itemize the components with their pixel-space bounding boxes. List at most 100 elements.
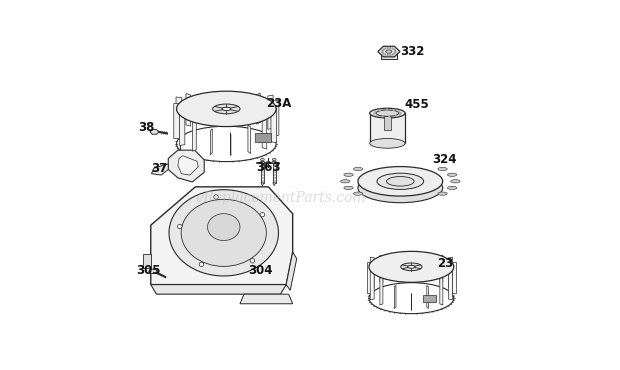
Circle shape <box>386 54 389 56</box>
Circle shape <box>397 110 400 112</box>
Polygon shape <box>449 269 453 300</box>
Polygon shape <box>380 255 383 283</box>
Polygon shape <box>151 187 293 285</box>
Ellipse shape <box>181 199 267 266</box>
Polygon shape <box>268 95 273 129</box>
Polygon shape <box>151 164 168 175</box>
Text: 23A: 23A <box>266 97 291 110</box>
Text: 37: 37 <box>151 162 168 175</box>
Circle shape <box>383 53 384 55</box>
Text: eReplacementParts.com: eReplacementParts.com <box>195 191 366 205</box>
Polygon shape <box>370 269 374 300</box>
Polygon shape <box>449 257 453 288</box>
Polygon shape <box>168 150 204 182</box>
Polygon shape <box>257 93 260 124</box>
Text: 305: 305 <box>136 264 161 277</box>
Polygon shape <box>273 183 276 186</box>
Circle shape <box>393 48 396 51</box>
Ellipse shape <box>401 263 422 271</box>
Ellipse shape <box>353 167 363 171</box>
Ellipse shape <box>376 110 399 116</box>
Ellipse shape <box>272 161 277 164</box>
Polygon shape <box>178 156 198 175</box>
Text: 363: 363 <box>256 161 280 174</box>
Ellipse shape <box>353 192 363 195</box>
Circle shape <box>199 262 203 267</box>
Polygon shape <box>451 262 456 293</box>
Ellipse shape <box>386 176 414 186</box>
Circle shape <box>381 115 383 118</box>
Circle shape <box>395 115 397 117</box>
Text: 304: 304 <box>249 264 273 277</box>
Circle shape <box>388 115 391 118</box>
Circle shape <box>386 47 389 49</box>
Polygon shape <box>180 111 185 145</box>
Circle shape <box>373 112 375 115</box>
Ellipse shape <box>438 192 447 195</box>
Polygon shape <box>427 285 428 309</box>
Ellipse shape <box>369 251 454 282</box>
Ellipse shape <box>213 104 240 114</box>
Polygon shape <box>262 116 267 149</box>
Polygon shape <box>440 277 443 305</box>
Circle shape <box>376 114 378 116</box>
Text: 38: 38 <box>138 121 154 134</box>
Polygon shape <box>202 94 205 122</box>
Polygon shape <box>370 257 374 288</box>
Circle shape <box>250 259 255 263</box>
Ellipse shape <box>267 161 270 164</box>
Polygon shape <box>271 108 277 142</box>
Polygon shape <box>240 294 293 304</box>
Polygon shape <box>394 257 396 280</box>
FancyBboxPatch shape <box>381 54 397 59</box>
Circle shape <box>379 109 381 111</box>
Ellipse shape <box>370 138 405 148</box>
Polygon shape <box>210 129 212 155</box>
Ellipse shape <box>260 161 265 164</box>
Circle shape <box>394 51 397 53</box>
Polygon shape <box>440 255 443 283</box>
Ellipse shape <box>407 265 415 268</box>
Ellipse shape <box>344 173 353 176</box>
Ellipse shape <box>208 214 240 240</box>
Circle shape <box>386 108 388 111</box>
Ellipse shape <box>177 91 276 127</box>
FancyBboxPatch shape <box>255 133 271 142</box>
Polygon shape <box>286 252 297 290</box>
Ellipse shape <box>340 180 350 183</box>
Polygon shape <box>380 277 383 305</box>
Ellipse shape <box>169 190 278 276</box>
FancyBboxPatch shape <box>273 162 276 183</box>
Ellipse shape <box>448 173 457 176</box>
Polygon shape <box>367 262 371 293</box>
Ellipse shape <box>260 158 264 161</box>
Ellipse shape <box>358 166 443 196</box>
Polygon shape <box>192 120 197 151</box>
Circle shape <box>389 47 391 49</box>
Circle shape <box>392 53 394 55</box>
Text: 23: 23 <box>437 257 453 270</box>
Ellipse shape <box>448 186 457 189</box>
Circle shape <box>394 50 397 52</box>
Circle shape <box>381 51 384 53</box>
Circle shape <box>399 112 402 114</box>
Circle shape <box>260 212 265 217</box>
Polygon shape <box>186 94 190 126</box>
Text: 455: 455 <box>404 98 429 111</box>
Polygon shape <box>241 95 242 121</box>
Circle shape <box>214 195 218 199</box>
Circle shape <box>381 50 384 52</box>
Polygon shape <box>378 46 400 57</box>
Circle shape <box>389 54 391 56</box>
Polygon shape <box>143 254 151 268</box>
Ellipse shape <box>272 158 276 161</box>
Polygon shape <box>149 269 157 273</box>
Ellipse shape <box>358 173 443 203</box>
Circle shape <box>384 47 386 50</box>
Ellipse shape <box>222 107 231 111</box>
Circle shape <box>384 54 386 56</box>
Ellipse shape <box>438 167 447 171</box>
FancyBboxPatch shape <box>370 113 405 143</box>
Circle shape <box>383 48 384 51</box>
Text: 332: 332 <box>401 45 425 58</box>
